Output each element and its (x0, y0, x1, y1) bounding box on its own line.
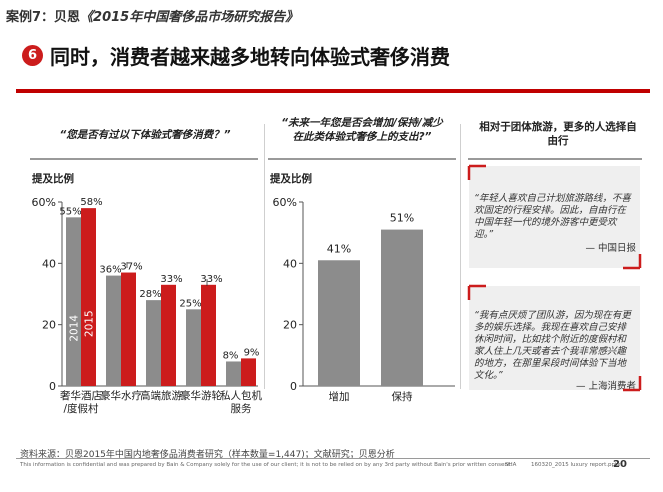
quote-2-bracket-top (467, 284, 486, 300)
mid-y-axis-label: 提及比例 (270, 173, 312, 185)
bar-value-label: 51% (390, 212, 414, 225)
footer-disclaimer: This information is confidential and was… (20, 462, 512, 468)
quote-2-source: — 上海消费者 (575, 381, 636, 392)
case-title: 案例7：贝恩《2015年中国奢侈品市场研究报告》 (6, 6, 298, 25)
quote-1-source: — 中国日报 (585, 243, 636, 254)
bar-2015 (201, 284, 216, 386)
quote-2-bracket-bottom (623, 376, 642, 392)
x-category-label: 高端旅游 (140, 389, 182, 402)
quote-1-line: “年轻人喜欢自己计划旅游路线，不喜 (474, 193, 631, 204)
quote-1-line: 中国年轻一代的境外游客中更受欢 (474, 217, 617, 228)
quote-1-text: “年轻人喜欢自己计划旅游路线，不喜 欢固定的行程安排。因此，自由行在 中国年轻一… (474, 193, 631, 241)
mid-y-tick-label: 0 (290, 380, 297, 393)
x-category-label: 保持 (392, 390, 413, 403)
bar-value-label: 36% (99, 265, 121, 276)
left-panel-rule (30, 158, 258, 160)
footer-company: SHA (505, 462, 517, 468)
mid-bar-chart: 0 20 40 60% 41% 增加 51% 保持 (273, 196, 455, 403)
quote-box-1 (469, 166, 640, 268)
series-label-2015: 2015 (84, 310, 96, 337)
header-rule (16, 89, 650, 93)
bar-value-label: 28% (139, 289, 161, 300)
bar-value-label: 58% (80, 197, 102, 208)
bar-2015 (81, 208, 96, 386)
page-number: 20 (613, 459, 627, 470)
x-category-label: 增加 (329, 390, 350, 403)
bar-value-label: 37% (120, 262, 142, 273)
bar-value-label: 25% (179, 298, 201, 309)
bar-增加 (318, 260, 360, 386)
footer-rule (16, 458, 650, 459)
quote-2-line: “我有点厌烦了团队游，因为现在有更 (474, 310, 631, 321)
mid-y-tick-label: 20 (283, 319, 297, 332)
quote-2-line: 的地方，在那里呆段时间体验下当地 (474, 358, 627, 369)
quote-1-bracket-top (467, 164, 486, 180)
quote-1-line: 欢固定的行程安排。因此，自由行在 (474, 205, 627, 216)
bar-2014 (146, 300, 161, 386)
x-category-label: 服务 (231, 402, 252, 415)
quote-2-line: 文化。” (474, 370, 503, 381)
bar-2015 (161, 284, 176, 386)
x-category-label: 豪华游轮 (180, 389, 222, 402)
quote-2-line: 多的娱乐选择。我现在喜欢自己安排 (474, 322, 627, 333)
right-panel-title: 相对于团体旅游，更多的人选择自 由行 (468, 120, 648, 148)
x-category-label: /度假村 (63, 402, 99, 415)
report-title: 《2015年中国奢侈品市场研究报告》 (80, 10, 299, 25)
series-label-2014: 2014 (69, 315, 81, 342)
headline-text: 同时，消费者越来越多地转向体验式奢侈消费 (50, 45, 450, 69)
x-category-label: 奢华酒店 (60, 389, 102, 402)
mid-title-line-1: “未来一年您是否会增加/保持/减少 (281, 117, 443, 129)
number-badge: 6 (22, 45, 43, 66)
source-note: 资料来源：贝恩2015年中国内地奢侈品消费者研究（样本数量=1,447)；文献研… (20, 450, 395, 460)
panel-divider-left (264, 124, 265, 389)
right-panel-rule (468, 158, 642, 160)
bar-2014 (186, 309, 201, 386)
bar-value-label: 41% (327, 242, 351, 255)
bar-value-label: 33% (200, 274, 222, 285)
panel-divider-right (460, 124, 461, 389)
mid-panel-rule (268, 158, 456, 160)
right-title-line-2: 由行 (547, 135, 569, 147)
case-label: 案例7：贝恩 (6, 10, 81, 25)
bar-2014 (226, 361, 241, 386)
left-y-tick-label: 20 (42, 319, 56, 332)
bar-2014 (106, 275, 121, 386)
bar-value-label: 33% (160, 274, 182, 285)
mid-y-tick-label: 60% (273, 196, 297, 209)
right-title-line-1: 相对于团体旅游，更多的人选择自 (479, 121, 637, 133)
mid-y-tick-label: 40 (283, 257, 297, 270)
footer-report-name: 160320_2015 luxury report.pptx (531, 462, 621, 468)
quote-1-line: 迎。” (474, 229, 494, 240)
quote-2-line: 休闲时间，比如找个附近的度假村和 (474, 334, 627, 345)
quote-box-2 (469, 286, 640, 390)
mid-title-line-2: 在此类体验式奢侈上的支出?” (292, 131, 432, 143)
bar-value-label: 8% (223, 350, 239, 361)
slide-headline: 6 同时，消费者越来越多地转向体验式奢侈消费 (22, 41, 450, 70)
bar-2015 (241, 358, 256, 386)
bar-2014 (66, 217, 81, 386)
left-y-tick-label: 60% (32, 196, 56, 209)
left-panel-title: “您是否有过以下体验式奢侈消费？” (59, 129, 231, 141)
left-y-tick-label: 40 (42, 257, 56, 270)
x-category-label: 豪华水疗 (100, 389, 142, 402)
quote-2-line: 家人住上几天或者去个我非常感兴趣 (474, 346, 627, 357)
quote-1-bracket-bottom (623, 254, 642, 270)
bar-value-label: 55% (59, 206, 81, 217)
bar-2015 (121, 272, 136, 386)
left-bar-chart: 0 20 40 60%55%58% 奢华酒店/度假村 36%37% 豪华水疗 28% 33% 高端… (32, 196, 263, 415)
bar-value-label: 9% (244, 347, 260, 358)
quote-2-text: “我有点厌烦了团队游，因为现在有更 多的娱乐选择。我现在喜欢自己安排 休闲时间，… (474, 310, 631, 382)
mid-panel-title: “未来一年您是否会增加/保持/减少 在此类体验式奢侈上的支出?” (262, 116, 462, 144)
left-y-axis-label: 提及比例 (32, 173, 74, 185)
left-y-tick-label: 0 (49, 380, 56, 393)
x-category-label: 私人包机 (220, 389, 262, 402)
bar-保持 (381, 229, 423, 386)
